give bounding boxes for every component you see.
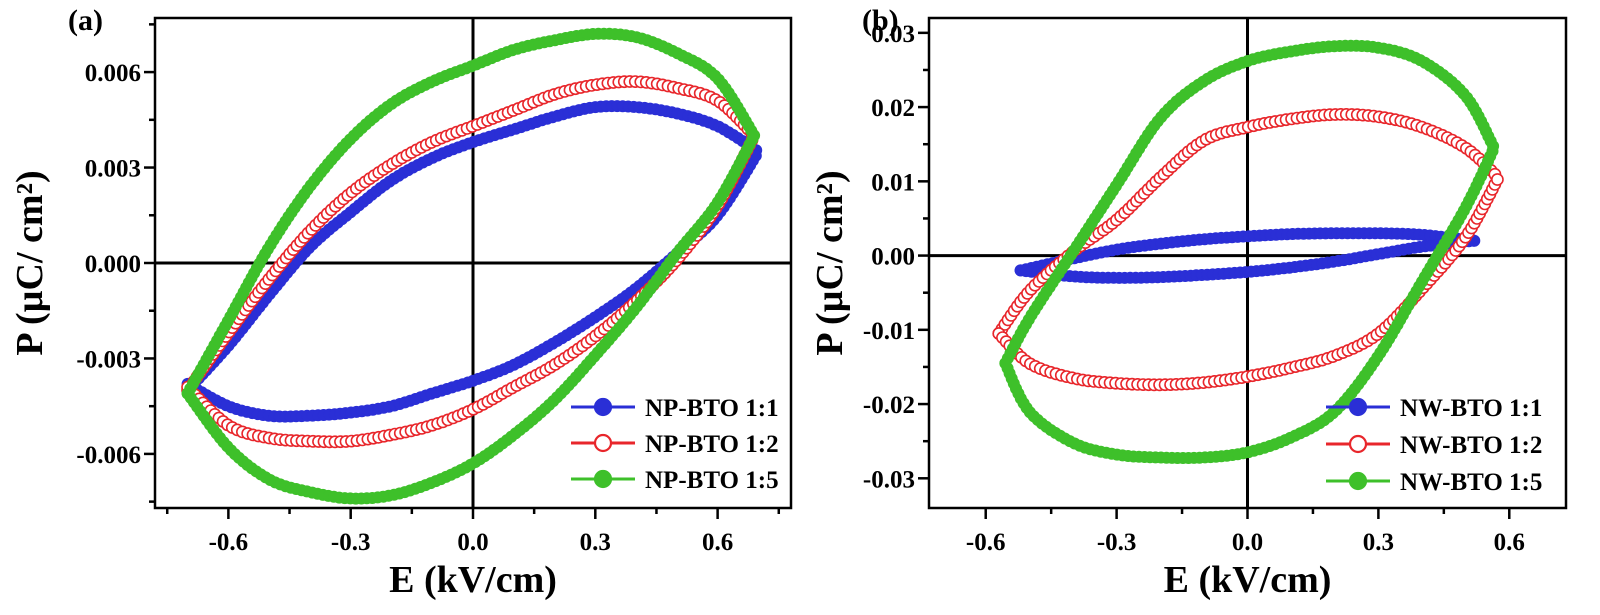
legend: NW-BTO 1:1 NW-BTO 1:2 NW-BTO 1:5 — [1326, 395, 1542, 496]
legend-marker — [1348, 434, 1368, 454]
legend-entry: NP-BTO 1:5 — [645, 467, 779, 494]
x-tick-label: 0.0 — [1232, 529, 1263, 556]
series-nw-bto-1-5 — [999, 39, 1500, 464]
x-tick-label: -0.3 — [331, 529, 371, 556]
panel-label: (a) — [68, 4, 103, 37]
legend-entry: NW-BTO 1:1 — [1400, 395, 1542, 422]
x-tick-label: 0.0 — [457, 529, 488, 556]
legend-entry: NW-BTO 1:5 — [1400, 469, 1542, 496]
x-tick-label: 0.6 — [1494, 529, 1525, 556]
legend-entry: NP-BTO 1:1 — [645, 395, 779, 422]
legend-entry: NP-BTO 1:2 — [645, 431, 779, 458]
y-tick-label: 0.01 — [871, 169, 915, 196]
legend-marker — [1348, 471, 1368, 491]
y-tick-label: -0.03 — [863, 466, 915, 493]
x-axis-label: E (kV/cm) — [389, 559, 557, 601]
y-tick-label: -0.02 — [863, 392, 915, 419]
y-tick-label: 0.006 — [85, 60, 141, 87]
x-axis-label: E (kV/cm) — [1164, 559, 1332, 601]
legend-marker — [593, 433, 613, 453]
chart-panel-a: -0.6 -0.3 0.0 0.3 0.6 -0.006 -0.003 0.000 0.003 0… — [9, 4, 793, 601]
y-tick-label: -0.01 — [863, 318, 915, 345]
series-nw-bto-1-2 — [992, 108, 1504, 392]
chart-panel-b: -0.6 -0.3 0.0 0.3 0.6 -0.03 -0.02 -0.01 0.00 0.01… — [809, 4, 1568, 601]
y-tick-label: 0.000 — [85, 251, 141, 278]
panel-label: (b) — [862, 4, 899, 37]
y-tick-label: -0.003 — [76, 346, 141, 373]
legend-entry: NW-BTO 1:2 — [1400, 432, 1542, 459]
x-tick-label: 0.3 — [1363, 529, 1394, 556]
legend-marker — [593, 397, 613, 417]
y-axis-label: P (µC/ cm²) — [9, 170, 51, 355]
y-axis-label: P (µC/ cm²) — [809, 170, 851, 355]
y-tick-label: 0.003 — [85, 156, 141, 183]
series-line-upper — [1004, 44, 1495, 364]
legend-marker — [593, 469, 613, 489]
data-point — [746, 133, 759, 146]
x-tick-label: -0.6 — [209, 529, 249, 556]
data-point — [1491, 173, 1504, 186]
legend-marker — [1348, 397, 1368, 417]
data-point — [1486, 145, 1499, 158]
y-tick-label: 0.02 — [871, 95, 915, 122]
y-tick-label: -0.006 — [76, 442, 141, 469]
series-np-bto-1-5 — [181, 27, 761, 505]
x-tick-label: -0.6 — [966, 529, 1006, 556]
y-tick-label: 0.00 — [871, 244, 915, 271]
x-tick-label: 0.3 — [580, 529, 611, 556]
y-tick-label: 0.03 — [871, 21, 915, 48]
x-tick-label: 0.6 — [702, 529, 733, 556]
legend: NP-BTO 1:1 NP-BTO 1:2 NP-BTO 1:5 — [571, 395, 779, 494]
x-tick-label: -0.3 — [1097, 529, 1137, 556]
